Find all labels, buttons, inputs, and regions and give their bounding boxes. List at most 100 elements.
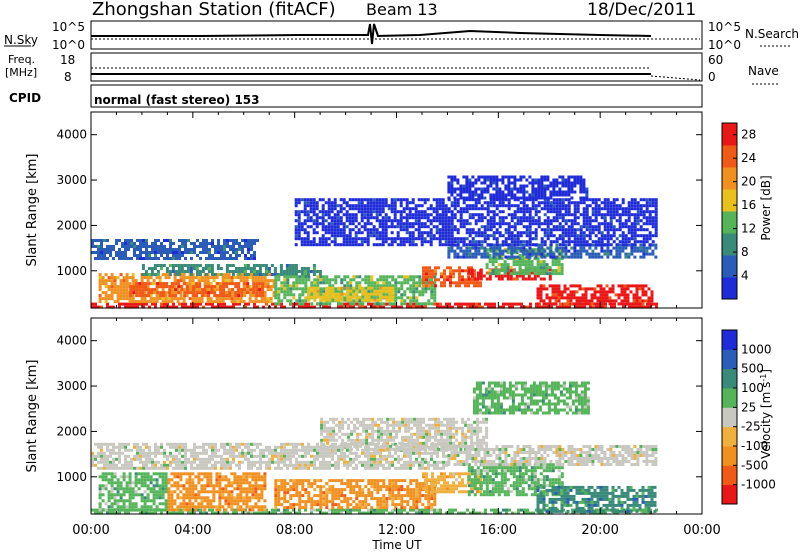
data-cell <box>307 278 311 282</box>
data-cell <box>321 234 325 238</box>
data-cell <box>106 302 109 306</box>
data-cell <box>274 284 278 288</box>
data-cell <box>549 249 553 253</box>
data-cell <box>289 290 293 294</box>
data-cell <box>207 285 211 289</box>
data-cell <box>497 272 501 276</box>
data-cell <box>203 490 207 494</box>
data-cell <box>610 305 613 309</box>
data-cell <box>206 505 210 509</box>
data-cell <box>519 184 523 188</box>
data-cell <box>342 240 346 244</box>
data-cell <box>230 279 234 283</box>
data-cell <box>582 237 586 241</box>
data-cell <box>594 198 598 202</box>
data-cell <box>575 290 579 294</box>
data-cell <box>209 300 213 304</box>
data-cell <box>297 225 301 229</box>
data-cell <box>552 190 556 194</box>
data-cell <box>579 178 583 182</box>
data-cell <box>209 276 213 280</box>
data-cell <box>342 213 346 217</box>
data-cell <box>486 184 490 188</box>
data-cell <box>246 264 250 267</box>
data-cell <box>373 289 377 293</box>
data-cell <box>125 285 129 289</box>
data-cell <box>188 487 192 491</box>
data-cell <box>480 175 484 179</box>
data-cell <box>256 511 259 515</box>
data-cell <box>591 243 595 247</box>
data-cell <box>106 239 109 242</box>
data-cell <box>101 291 105 295</box>
data-cell <box>247 302 250 306</box>
data-cell <box>501 178 505 182</box>
data-cell <box>523 508 526 512</box>
data-cell <box>283 305 286 309</box>
data-cell <box>360 204 364 208</box>
data-cell <box>179 472 183 476</box>
data-cell <box>342 231 346 235</box>
data-cell <box>391 286 395 290</box>
data-cell <box>624 234 628 238</box>
data-cell <box>579 246 583 250</box>
data-cell <box>273 267 277 270</box>
data-cell <box>226 257 229 260</box>
data-cell <box>192 291 196 295</box>
data-cell <box>286 281 290 285</box>
data-cell <box>243 264 247 267</box>
data-cell <box>318 198 322 202</box>
data-cell <box>202 305 205 309</box>
data-cell <box>522 210 526 214</box>
data-cell <box>91 251 94 254</box>
data-cell <box>384 204 388 208</box>
data-cell <box>128 300 132 304</box>
data-cell <box>576 201 580 205</box>
data-cell <box>100 251 103 254</box>
data-cell <box>528 228 532 232</box>
data-cell <box>143 472 147 476</box>
data-cell <box>644 284 648 288</box>
data-cell <box>128 484 132 488</box>
data-cell <box>113 508 117 512</box>
data-cell <box>197 276 201 280</box>
data-cell <box>529 302 532 306</box>
data-cell <box>382 286 386 290</box>
data-cell <box>530 266 534 270</box>
data-cell <box>456 255 460 259</box>
data-cell <box>198 285 202 289</box>
data-cell <box>515 277 519 281</box>
data-cell <box>232 305 235 309</box>
data-cell <box>263 300 267 304</box>
data-cell <box>621 237 625 241</box>
data-cell <box>367 275 371 279</box>
data-cell <box>194 508 198 512</box>
data-cell <box>188 279 192 283</box>
data-cell <box>157 239 160 242</box>
data-cell <box>112 305 115 309</box>
data-cell <box>403 278 407 282</box>
data-cell <box>298 296 302 300</box>
data-cell <box>167 481 171 485</box>
data-cell <box>352 275 356 279</box>
data-cell <box>567 219 571 223</box>
data-cell <box>400 508 403 512</box>
data-cell <box>225 267 229 270</box>
data-cell <box>289 293 293 297</box>
data-cell <box>220 302 223 306</box>
data-cell <box>516 243 520 247</box>
data-cell <box>411 234 415 238</box>
data-cell <box>444 225 448 229</box>
data-cell <box>149 499 153 503</box>
data-cell <box>417 234 421 238</box>
data-cell <box>400 511 403 515</box>
data-cell <box>566 299 570 303</box>
data-cell <box>321 219 325 223</box>
data-cell <box>98 288 102 292</box>
data-cell <box>369 228 373 232</box>
data-cell <box>219 267 223 270</box>
data-cell <box>441 231 445 235</box>
data-cell <box>147 267 151 270</box>
data-cell <box>522 219 526 223</box>
